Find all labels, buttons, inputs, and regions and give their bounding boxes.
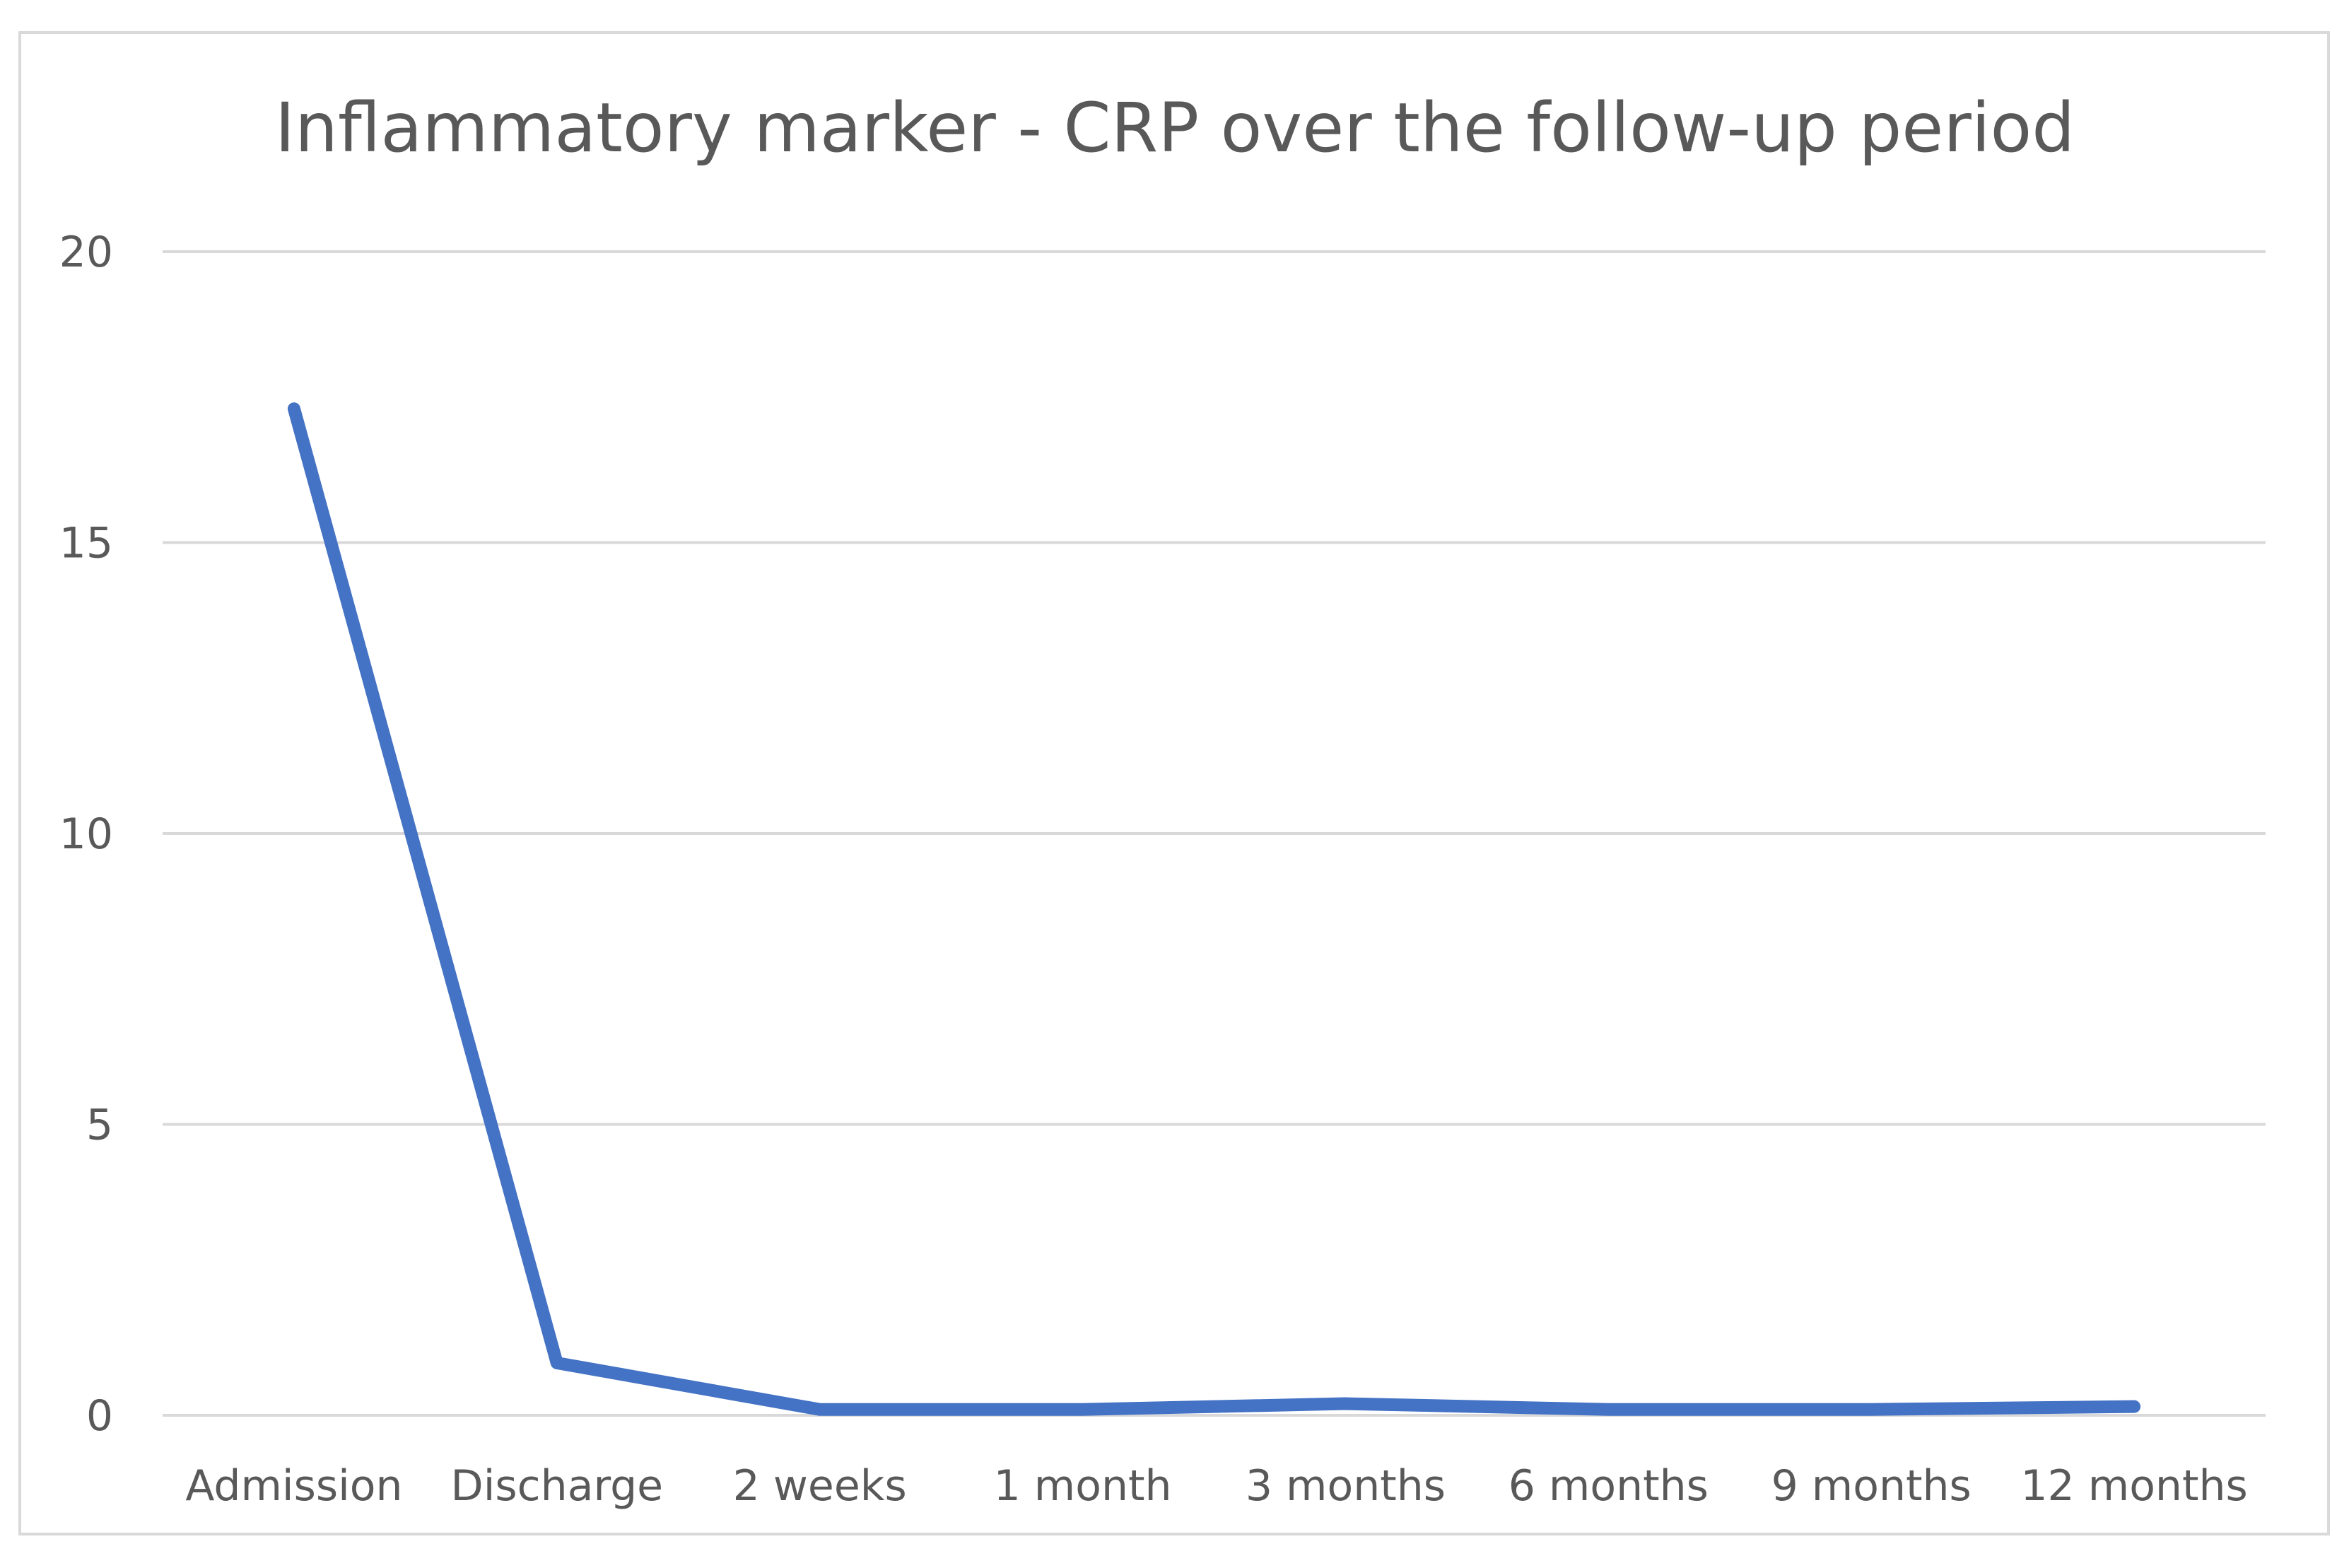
x-tick-label: 1 month <box>994 1461 1172 1511</box>
series-layer <box>287 402 2141 1416</box>
x-tick-label: Admission <box>185 1461 402 1511</box>
gridlines <box>163 250 2266 1417</box>
x-tick-label: 6 months <box>1509 1461 1709 1511</box>
x-tick-label: 9 months <box>1771 1461 1972 1511</box>
x-tick-label: Discharge <box>451 1461 664 1511</box>
y-tick-label: 15 <box>59 519 113 568</box>
y-tick-label: 0 <box>86 1391 113 1441</box>
series-line-0 <box>287 402 2141 1416</box>
x-tick-label: 3 months <box>1246 1461 1446 1511</box>
x-axis-tick-labels: Admission Discharge 2 weeks 1 month 3 months… <box>185 1461 2247 1511</box>
y-tick-label: 10 <box>59 809 113 859</box>
chart-title: Inflammatory marker - CRP over the follo… <box>275 88 2075 168</box>
y-axis-tick-labels: 0 5 10 15 20 <box>59 228 113 1441</box>
y-tick-label: 20 <box>59 228 113 277</box>
x-tick-label: 2 weeks <box>733 1461 907 1511</box>
x-tick-label: 12 months <box>2020 1461 2247 1511</box>
y-tick-label: 5 <box>86 1101 113 1150</box>
